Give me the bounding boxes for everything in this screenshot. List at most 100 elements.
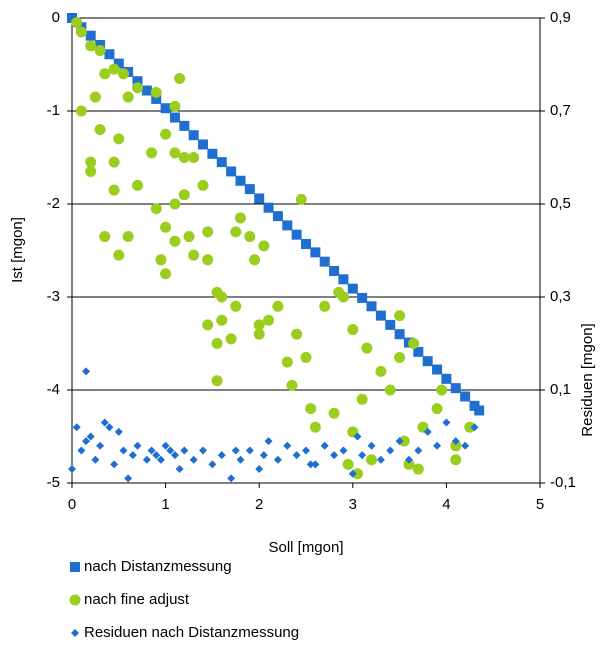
marker-diamond xyxy=(311,460,320,469)
marker-diamond xyxy=(77,446,86,455)
marker-circle xyxy=(188,249,200,261)
marker-circle xyxy=(132,82,144,94)
marker-diamond xyxy=(161,441,170,450)
marker-square xyxy=(329,265,340,276)
x-tick-label: 1 xyxy=(161,496,169,513)
marker-diamond xyxy=(259,451,268,460)
marker-diamond xyxy=(433,441,442,450)
marker-circle xyxy=(169,100,181,112)
marker-circle xyxy=(160,128,172,140)
marker-circle xyxy=(403,458,415,470)
marker-diamond xyxy=(96,441,105,450)
marker-circle xyxy=(234,212,246,224)
marker-circle xyxy=(286,379,298,391)
marker-diamond xyxy=(292,451,301,460)
marker-circle xyxy=(85,40,97,52)
marker-circle xyxy=(117,68,129,80)
marker-diamond xyxy=(133,441,142,450)
x-axis-label: Soll [mgon] xyxy=(268,539,343,556)
x-tick-label: 4 xyxy=(442,496,450,513)
marker-circle xyxy=(230,226,242,238)
marker-circle xyxy=(169,147,181,159)
marker-circle xyxy=(253,319,265,331)
marker-square xyxy=(160,103,171,114)
marker-diamond xyxy=(395,437,404,446)
marker-circle xyxy=(178,152,190,163)
marker-diamond xyxy=(208,460,217,469)
marker-circle xyxy=(342,458,354,470)
marker-square xyxy=(357,292,368,303)
marker-diamond xyxy=(170,451,179,460)
marker-circle xyxy=(71,17,83,29)
marker-diamond xyxy=(128,451,137,460)
marker-square xyxy=(70,562,80,572)
marker-circle xyxy=(94,124,106,136)
marker-square xyxy=(207,148,218,159)
marker-circle xyxy=(356,393,368,405)
legend-label: nach fine adjust xyxy=(84,591,190,608)
marker-circle xyxy=(146,147,158,159)
marker-diamond xyxy=(72,423,81,432)
marker-diamond xyxy=(189,455,198,464)
marker-circle xyxy=(202,226,214,238)
marker-diamond xyxy=(348,469,357,478)
marker-circle xyxy=(366,454,378,466)
x-tick-label: 2 xyxy=(255,496,263,513)
marker-square xyxy=(432,364,443,375)
marker-diamond xyxy=(100,418,109,427)
marker-diamond xyxy=(245,446,254,455)
marker-diamond xyxy=(376,455,385,464)
marker-diamond xyxy=(358,451,367,460)
marker-square xyxy=(263,202,274,213)
marker-square xyxy=(460,391,471,402)
marker-square xyxy=(375,310,386,321)
marker-diamond xyxy=(147,446,156,455)
marker-circle xyxy=(436,384,448,396)
y2-tick-label: 0,7 xyxy=(550,102,571,119)
marker-square xyxy=(188,130,199,141)
y2-tick-label: -0,1 xyxy=(550,474,576,491)
marker-circle xyxy=(75,26,87,38)
marker-circle xyxy=(197,179,209,191)
y2-tick-label: 0,1 xyxy=(550,381,571,398)
marker-square xyxy=(226,166,237,177)
marker-square xyxy=(151,93,162,104)
marker-circle xyxy=(309,421,321,433)
marker-diamond xyxy=(273,455,282,464)
marker-circle xyxy=(183,231,195,243)
y-tick-label: 0 xyxy=(52,9,60,26)
y-tick-label: -2 xyxy=(47,195,60,212)
marker-diamond xyxy=(82,437,91,446)
marker-circle xyxy=(225,333,237,345)
marker-circle xyxy=(300,351,312,363)
marker-circle xyxy=(122,231,134,243)
marker-circle xyxy=(249,254,261,266)
marker-diamond xyxy=(470,423,479,432)
marker-square xyxy=(319,256,330,267)
marker-diamond xyxy=(283,441,292,450)
marker-square xyxy=(169,112,180,123)
marker-circle xyxy=(202,254,214,266)
marker-diamond xyxy=(68,465,76,474)
x-tick-label: 0 xyxy=(68,496,76,513)
marker-circle xyxy=(450,440,462,452)
marker-circle xyxy=(361,342,373,354)
y2-tick-label: 0,9 xyxy=(550,9,571,26)
marker-circle xyxy=(328,407,340,419)
marker-circle xyxy=(155,254,167,266)
marker-circle xyxy=(169,235,181,247)
marker-circle xyxy=(244,231,256,243)
marker-diamond xyxy=(423,427,432,436)
marker-circle xyxy=(230,300,242,312)
marker-diamond xyxy=(339,446,348,455)
marker-diamond xyxy=(442,418,451,427)
marker-diamond xyxy=(302,446,310,455)
marker-diamond xyxy=(231,446,240,455)
marker-square xyxy=(441,373,452,384)
marker-circle xyxy=(216,291,228,303)
marker-square xyxy=(235,175,246,186)
marker-circle xyxy=(69,594,81,606)
marker-diamond xyxy=(414,446,423,455)
marker-circle xyxy=(122,91,134,103)
